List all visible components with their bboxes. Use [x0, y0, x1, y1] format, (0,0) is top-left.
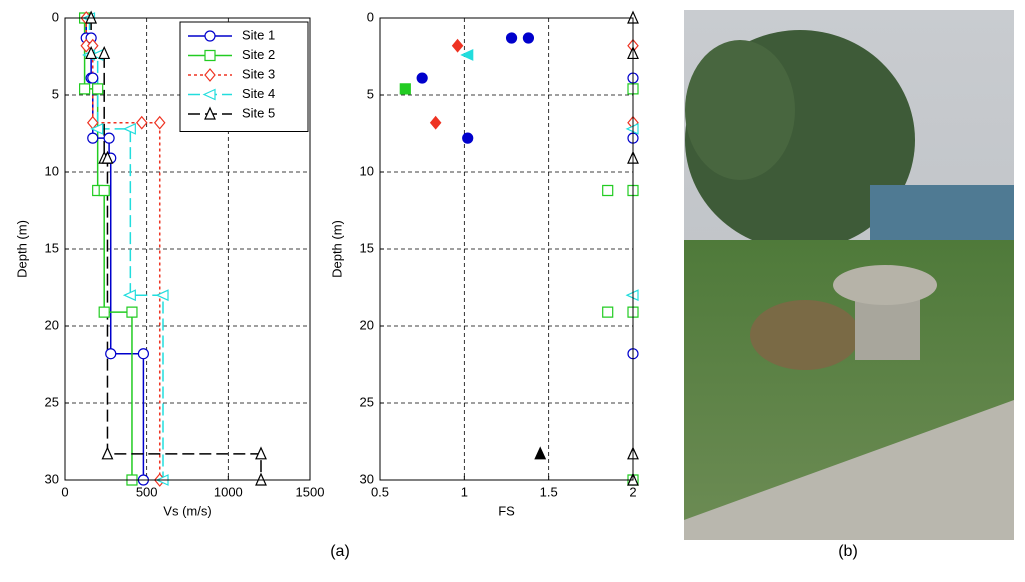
x-tick-label: 1500 [296, 484, 325, 499]
legend-marker [204, 106, 216, 120]
marker [155, 289, 169, 302]
marker [505, 32, 518, 44]
legend-marker [204, 30, 216, 42]
y-tick-label: 10 [360, 163, 374, 178]
caption: (a) [330, 543, 350, 560]
y-tick-label: 30 [45, 471, 59, 486]
marker [85, 45, 98, 60]
marker [137, 348, 149, 360]
y-tick-label: 0 [367, 9, 374, 24]
y-tick-label: 0 [52, 9, 59, 24]
y-tick-label: 30 [360, 471, 374, 486]
legend-box [179, 21, 309, 132]
x-tick-label: 2 [629, 484, 636, 499]
y-tick-label: 15 [45, 240, 59, 255]
marker [522, 32, 535, 44]
marker [451, 38, 464, 53]
x-axis-label: FS [498, 503, 515, 518]
legend-marker [202, 88, 216, 101]
x-tick-label: 1.5 [540, 484, 558, 499]
legend-label: Site 1 [242, 27, 275, 42]
y-tick-label: 20 [45, 317, 59, 332]
plot-frame [64, 17, 311, 481]
y-axis-label: Depth (m) [14, 220, 29, 278]
x-tick-label: 1000 [214, 484, 243, 499]
y-tick-label: 20 [360, 317, 374, 332]
plot-frame [379, 17, 634, 481]
marker [122, 122, 136, 135]
legend-label: Site 4 [242, 86, 275, 101]
marker [92, 83, 104, 95]
marker [534, 446, 547, 460]
marker [153, 115, 166, 130]
marker [98, 184, 110, 197]
marker [122, 289, 136, 302]
y-tick-label: 25 [360, 394, 374, 409]
marker [87, 72, 99, 84]
legend-marker [204, 49, 216, 62]
marker [87, 132, 99, 144]
x-tick-label: 0 [61, 484, 68, 499]
marker [101, 150, 114, 164]
y-axis-label: Depth (m) [329, 220, 344, 278]
y-tick-label: 5 [367, 86, 374, 101]
marker [105, 348, 117, 360]
marker [255, 446, 267, 460]
marker [460, 49, 474, 61]
marker [90, 122, 104, 135]
legend-label: Site 5 [242, 105, 275, 120]
marker [602, 306, 614, 318]
marker [429, 115, 442, 130]
marker [98, 45, 111, 60]
marker [602, 184, 614, 197]
x-tick-label: 0.5 [371, 484, 389, 499]
y-tick-label: 15 [360, 240, 374, 255]
y-tick-label: 5 [52, 86, 59, 101]
legend-label: Site 2 [242, 47, 275, 62]
marker [101, 446, 114, 460]
legend-marker [204, 68, 216, 82]
marker [103, 132, 115, 144]
marker [416, 72, 428, 84]
y-tick-label: 25 [45, 394, 59, 409]
marker [399, 83, 411, 95]
legend-label: Site 3 [242, 66, 275, 81]
x-tick-label: 1 [461, 484, 468, 499]
caption: (b) [838, 543, 858, 560]
marker [126, 306, 138, 318]
marker [79, 83, 91, 95]
marker [135, 115, 148, 130]
x-tick-label: 500 [136, 484, 158, 499]
marker [98, 306, 110, 318]
x-axis-label: Vs (m/s) [163, 503, 211, 518]
marker [462, 132, 474, 144]
y-tick-label: 10 [45, 163, 59, 178]
photo [684, 10, 1014, 540]
